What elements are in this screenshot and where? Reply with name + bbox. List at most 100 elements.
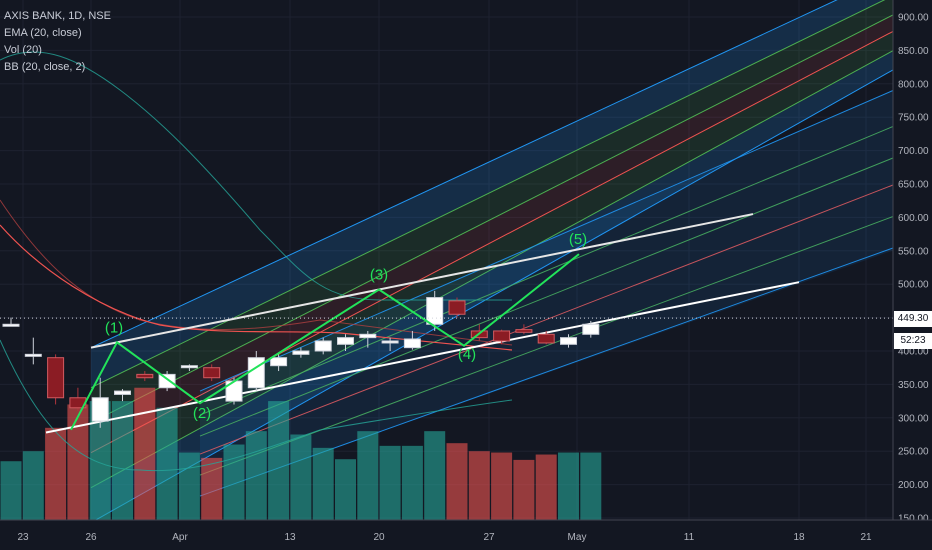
volume-bar [156,407,178,520]
x-tick-label: May [568,532,587,543]
candle-body [426,297,444,325]
candle-body [158,373,176,389]
candle-body [381,340,399,344]
volume-bars [0,387,602,520]
legend: AXIS BANK, 1D, NSE EMA (20, close) Vol (… [4,8,111,76]
countdown-label: 52:23 [894,333,932,349]
volume-bar [535,454,557,520]
y-tick-label: 650.00 [898,180,929,191]
volume-bar [290,434,312,520]
volume-bar [468,451,490,520]
candle-body [136,373,154,379]
fib-line-2 [199,157,894,437]
fib-channel [90,0,894,524]
y-tick-label: 750.00 [898,113,929,124]
bb-upper [0,51,512,301]
volume-bar [178,452,200,520]
y-tick-label: 200.00 [898,480,929,491]
bb-lower [0,339,513,472]
x-tick-label: 26 [85,532,97,543]
x-tick-label: 11 [684,532,695,543]
y-tick-label: 250.00 [898,447,929,458]
volume-bar [67,404,89,520]
x-tick-label: 13 [284,532,296,543]
bb-basis [0,199,513,346]
volume-bar [89,401,111,520]
candle-body [560,337,577,345]
trend-lines [45,213,800,434]
legend-bb[interactable]: BB (20, close, 2) [4,61,86,73]
candle-body [448,300,466,315]
volume-bar [558,452,579,520]
volume-bar [357,431,379,520]
fib-band [91,31,893,488]
fib-line [90,0,886,389]
wave-label: (1) [105,319,123,336]
y-tick-label: 300.00 [898,413,929,424]
volume-bar [580,452,602,520]
grid [0,0,893,520]
volume-bar [379,445,401,520]
volume-bar [424,431,446,520]
y-tick-label: 150.00 [898,514,929,525]
y-axis: 150.00200.00250.00300.00350.00400.00450.… [892,0,932,550]
x-tick-label: Apr [172,532,188,543]
elliott-wave: (1) (2) (3) (4) (5) [70,231,587,431]
volume-bar [0,461,22,520]
wave-label: (4) [458,346,476,363]
candle-body [403,338,421,349]
volume-bar [491,452,513,520]
candle-body [114,390,131,395]
candle-body [515,329,533,333]
candle-body [292,350,310,355]
legend-vol[interactable]: Vol (20) [4,44,42,56]
candle-body [537,333,555,344]
ema-line [0,224,513,351]
x-tick-label: 20 [373,532,385,543]
x-axis: 23 26 Apr 13 20 27 May 11 18 21 [0,519,932,550]
y-tick-label: 600.00 [898,213,929,224]
x-axis-bg [0,520,932,550]
candle-body [247,357,265,389]
wave-label: (2) [193,405,211,422]
last-price-label: 449.30 [894,311,932,327]
y-tick-label: 700.00 [898,146,929,157]
legend-ema[interactable]: EMA (20, close) [4,27,82,39]
candle-body [337,337,354,345]
volume-bar [22,451,44,520]
volume-bar [312,447,334,520]
volume-bar [245,431,267,520]
candle-body [180,365,198,369]
volume-bar [335,459,356,520]
candle-body [47,357,65,399]
volume-bar [45,427,67,520]
candle-body [582,323,600,335]
y-tick-label: 800.00 [898,79,929,90]
trend-line-lower [45,281,800,434]
candle-body [493,330,511,342]
fib-line [90,0,838,349]
fib-band [91,50,893,523]
legend-title[interactable]: AXIS BANK, 1D, NSE [4,10,111,22]
y-tick-label: 500.00 [898,280,929,291]
volume-bar [268,401,290,520]
indicators [0,51,513,472]
fib-line [90,14,894,424]
fib-line-2 [199,126,894,416]
volume-bar [201,457,223,520]
volume-bar [134,387,156,520]
fib-band [91,14,893,453]
fib-line-2 [199,184,894,455]
volume-bar [446,443,468,520]
candle-body [314,340,332,352]
wave-label: (5) [569,231,587,248]
fib-band-2 [200,90,893,497]
candle-body [2,323,20,327]
candle-body [270,357,288,367]
candle-body [203,367,221,379]
y-tick-label: 350.00 [898,380,929,391]
wave-path [70,253,580,431]
x-tick-label: 27 [483,532,495,543]
